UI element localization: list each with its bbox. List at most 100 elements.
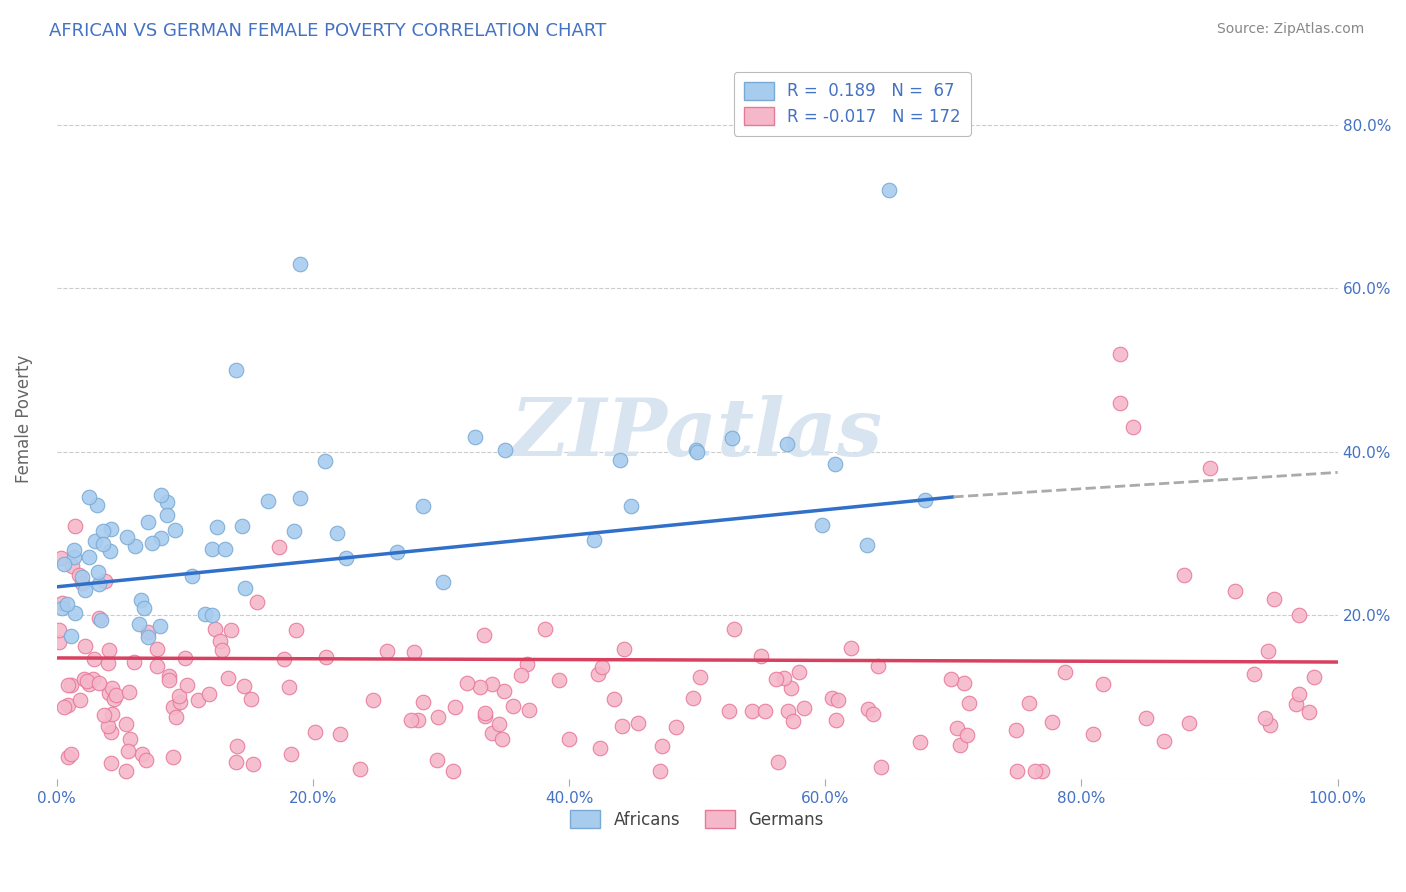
Point [181, 569, 204, 583]
Point [157, 673, 180, 687]
Point [1263, 592, 1285, 607]
Point [939, 672, 962, 686]
Point [91, 537, 114, 551]
Point [1083, 726, 1105, 740]
Point [427, 710, 450, 724]
Point [1298, 705, 1320, 719]
Point [1122, 420, 1144, 434]
Point [1018, 696, 1040, 710]
Point [856, 538, 879, 552]
Point [754, 704, 776, 718]
Point [63, 606, 86, 620]
Point [956, 728, 979, 742]
Point [723, 622, 745, 636]
Point [375, 643, 398, 657]
Point [128, 617, 150, 632]
Point [304, 725, 326, 739]
Point [1173, 567, 1195, 582]
Point [399, 713, 422, 727]
Point [77, 549, 100, 564]
Point [60, 559, 83, 574]
Point [187, 693, 209, 707]
Point [225, 363, 247, 377]
Point [56, 597, 79, 611]
Text: ZIPatlas: ZIPatlas [510, 395, 883, 473]
Point [776, 704, 799, 718]
Point [793, 701, 815, 715]
Point [474, 628, 496, 642]
Point [132, 601, 155, 615]
Point [741, 704, 763, 718]
Point [862, 706, 884, 721]
Point [1005, 723, 1028, 738]
Point [70, 575, 93, 590]
Point [494, 442, 516, 457]
Point [827, 693, 849, 707]
Point [1198, 461, 1220, 475]
Point [613, 642, 636, 657]
Point [100, 522, 122, 536]
Point [856, 702, 879, 716]
Point [682, 691, 704, 706]
Point [174, 651, 197, 665]
Point [242, 757, 264, 772]
Point [288, 257, 311, 271]
Point [73, 583, 96, 598]
Point [103, 692, 125, 706]
Point [201, 607, 224, 622]
Point [280, 747, 302, 761]
Point [169, 695, 191, 709]
Point [686, 445, 709, 459]
Point [444, 699, 467, 714]
Point [145, 642, 167, 657]
Point [267, 540, 290, 554]
Point [131, 593, 153, 607]
Point [779, 681, 801, 696]
Point [101, 681, 124, 695]
Point [141, 535, 163, 549]
Point [432, 575, 454, 590]
Point [765, 672, 787, 686]
Point [217, 671, 239, 685]
Point [285, 623, 308, 637]
Text: Source: ZipAtlas.com: Source: ZipAtlas.com [1216, 22, 1364, 37]
Point [225, 739, 247, 753]
Point [558, 732, 581, 747]
Point [115, 530, 138, 544]
Point [824, 457, 846, 471]
Point [51, 596, 73, 610]
Point [124, 540, 146, 554]
Point [100, 707, 122, 722]
Point [470, 680, 492, 694]
Point [620, 500, 643, 514]
Point [609, 453, 631, 467]
Point [150, 531, 173, 545]
Point [93, 574, 115, 589]
Point [314, 454, 336, 468]
Point [1007, 764, 1029, 778]
Point [65, 518, 87, 533]
Point [387, 545, 409, 559]
Point [839, 641, 862, 656]
Point [122, 655, 145, 669]
Point [412, 695, 434, 709]
Point [233, 581, 256, 595]
Point [84, 534, 107, 549]
Point [588, 740, 610, 755]
Point [205, 520, 228, 534]
Point [53, 700, 76, 714]
Point [908, 735, 931, 749]
Point [233, 679, 256, 693]
Point [100, 756, 122, 771]
Point [773, 671, 796, 685]
Point [117, 744, 139, 758]
Point [131, 747, 153, 761]
Point [824, 714, 846, 728]
Point [273, 652, 295, 666]
Point [586, 667, 609, 681]
Point [326, 525, 349, 540]
Point [138, 515, 160, 529]
Point [100, 724, 122, 739]
Point [136, 630, 159, 644]
Point [821, 690, 844, 705]
